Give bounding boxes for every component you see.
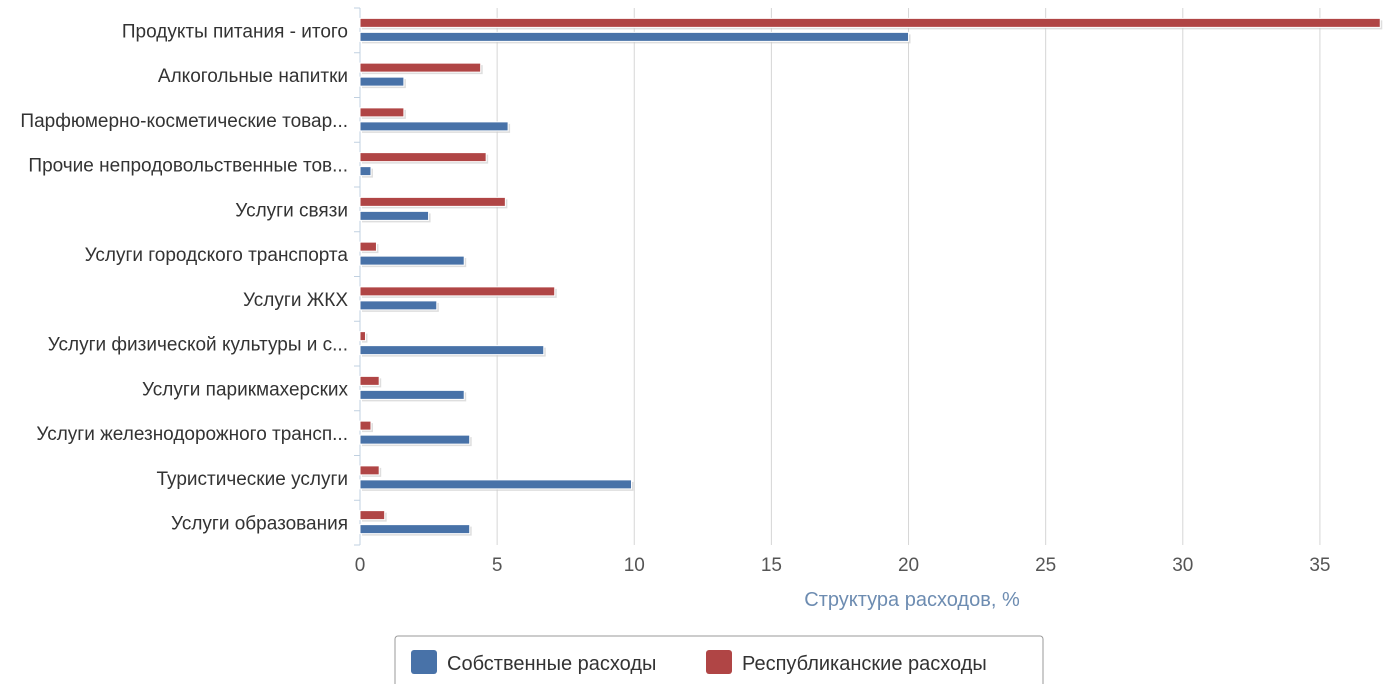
legend-item-republican[interactable]: Республиканские расходы [706, 650, 987, 675]
x-tick-label-20: 20 [898, 555, 919, 576]
x-tick-label-15: 15 [761, 555, 782, 576]
bar-republican[interactable] [359, 465, 380, 476]
legend-swatch-own [411, 650, 437, 674]
bar-republican[interactable] [359, 196, 506, 207]
x-tick-label-5: 5 [492, 555, 503, 576]
bar-republican[interactable] [359, 107, 405, 118]
bar-republican[interactable] [359, 420, 372, 431]
x-tick-label-30: 30 [1172, 555, 1193, 576]
category-label: Парфюмерно-косметические товар... [20, 111, 348, 132]
category-label: Услуги железнодорожного трансп... [36, 424, 348, 445]
x-tick-labels: 0 5 10 15 20 25 30 35 [355, 555, 1331, 576]
legend-label-republican: Республиканские расходы [742, 653, 987, 675]
x-axis-title: Структура расходов, % [804, 589, 1020, 611]
category-label: Услуги ЖКХ [243, 290, 348, 311]
bar-own[interactable] [359, 121, 509, 132]
x-tick-label-35: 35 [1309, 555, 1330, 576]
bar-republican[interactable] [359, 62, 482, 73]
bars [359, 17, 1383, 536]
bar-own[interactable] [359, 76, 405, 87]
x-tick-label-0: 0 [355, 555, 366, 576]
bar-republican[interactable] [359, 17, 1381, 28]
category-label: Услуги парикмахерских [142, 379, 349, 400]
bar-republican[interactable] [359, 375, 380, 386]
bar-own[interactable] [359, 210, 430, 221]
category-labels: Продукты питания - итого Алкогольные напи… [20, 21, 348, 534]
x-tick-label-25: 25 [1035, 555, 1056, 576]
category-label: Туристические услуги [157, 469, 348, 490]
legend: Собственные расходы Республиканские расх… [394, 635, 1044, 684]
bar-own[interactable] [359, 524, 471, 535]
bar-own[interactable] [359, 345, 545, 356]
bar-own[interactable] [359, 166, 372, 177]
legend-label-own: Собственные расходы [447, 653, 656, 675]
category-label: Продукты питания - итого [122, 21, 348, 42]
bar-republican[interactable] [359, 241, 377, 252]
legend-swatch-republican [706, 650, 732, 674]
legend-item-own[interactable]: Собственные расходы [411, 650, 656, 675]
bar-own[interactable] [359, 300, 438, 311]
category-label: Услуги образования [171, 514, 348, 535]
bar-own[interactable] [359, 255, 465, 266]
category-label: Услуги связи [235, 200, 348, 221]
bar-republican[interactable] [359, 331, 366, 342]
bar-republican[interactable] [359, 286, 556, 297]
x-tick-label-10: 10 [624, 555, 645, 576]
bar-republican[interactable] [359, 152, 487, 163]
bar-own[interactable] [359, 31, 910, 42]
gridlines [354, 7, 1321, 546]
category-label: Услуги городского транспорта [85, 245, 349, 266]
category-label: Услуги физической культуры и с... [48, 335, 348, 356]
category-label: Алкогольные напитки [158, 66, 348, 87]
category-label: Прочие непродовольственные тов... [28, 156, 348, 177]
bar-own[interactable] [359, 389, 465, 400]
bar-own[interactable] [359, 434, 471, 445]
bar-own[interactable] [359, 479, 633, 490]
bar-republican[interactable] [359, 510, 386, 521]
